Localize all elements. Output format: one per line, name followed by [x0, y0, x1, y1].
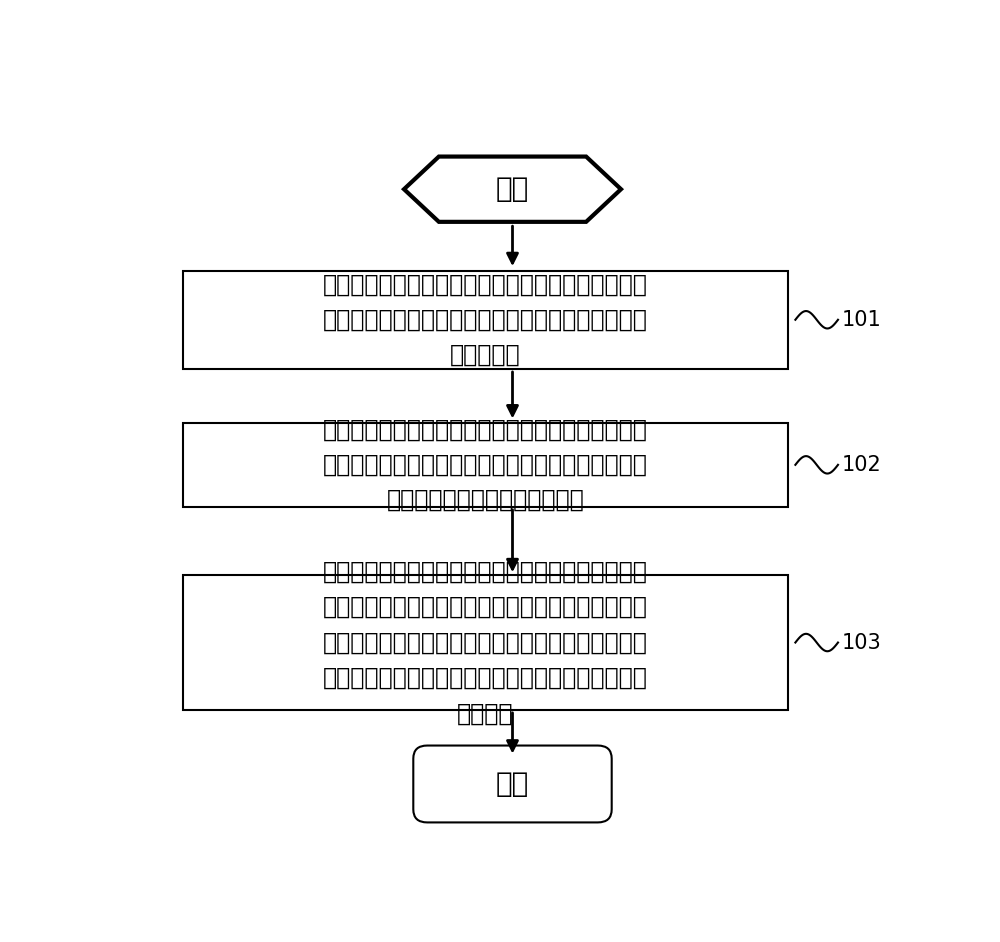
Bar — [183, 576, 788, 709]
Text: 获取所述收发器输出目标等级的功率时，所述第一耦
合器耦合的第一功率值，以及所述第二耦合器耦合的
第二功率值: 获取所述收发器输出目标等级的功率时，所述第一耦 合器耦合的第一功率值，以及所述第… — [323, 272, 648, 367]
Text: 103: 103 — [842, 632, 882, 653]
Text: 102: 102 — [842, 455, 882, 475]
Polygon shape — [404, 156, 621, 222]
Bar — [183, 270, 788, 368]
Bar — [183, 423, 788, 507]
Text: 开始: 开始 — [496, 175, 529, 203]
Text: 将所述第一功率值与预先存储的参数校准表中与所述
目标等级对应的第一功率校准值进行对比，获得所述
收发器是否出现故障的检测结果: 将所述第一功率值与预先存储的参数校准表中与所述 目标等级对应的第一功率校准值进行… — [323, 417, 648, 512]
FancyBboxPatch shape — [413, 745, 612, 822]
Text: 将所述第二功率值与预先存储的参数校准表中与所述
目标等级对应的第二功率校准值进行对比，并根据所
述射频收发器是否出现故障的检测结果，获得所述射
频放大器与所述射: 将所述第二功率值与预先存储的参数校准表中与所述 目标等级对应的第二功率校准值进行… — [323, 560, 648, 725]
Text: 结束: 结束 — [496, 770, 529, 798]
Text: 101: 101 — [842, 310, 882, 330]
